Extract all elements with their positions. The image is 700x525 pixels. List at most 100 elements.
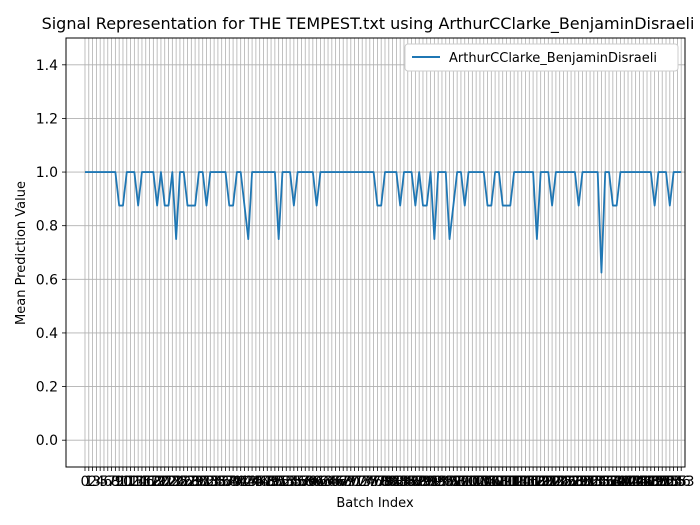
- x-tick-label: 90: [418, 474, 436, 490]
- x-tick-label: 63: [315, 474, 333, 490]
- x-tick-label: 83: [391, 474, 409, 490]
- series-line: [84, 171, 682, 274]
- x-tick-label: 134: [580, 474, 607, 490]
- x-tick-label: 105: [470, 474, 497, 490]
- x-tick-label: 68: [334, 474, 352, 490]
- x-tick-label: 145: [622, 474, 649, 490]
- x-tick-label: 91: [422, 474, 440, 490]
- x-tick-label: 27: [179, 474, 197, 490]
- x-tick-label: 156: [664, 474, 691, 490]
- x-tick-label: 153: [653, 474, 680, 490]
- y-tick-label: 1.0: [36, 165, 58, 181]
- x-tick-label: 62: [312, 474, 330, 490]
- x-tick-label: 64: [319, 474, 337, 490]
- x-tick-label: 131: [569, 474, 596, 490]
- x-tick-label: 48: [258, 474, 276, 490]
- grid: [66, 38, 685, 467]
- y-tick-label: 0.8: [36, 219, 58, 235]
- x-tick-label: 29: [186, 474, 204, 490]
- x-tick-label: 37: [217, 474, 235, 490]
- x-tick-label: 136: [588, 474, 615, 490]
- y-axis-label: Mean Prediction Value: [14, 181, 29, 325]
- x-tick-label: 152: [649, 474, 676, 490]
- x-tick-label: 140: [603, 474, 630, 490]
- x-tick-label: 16: [137, 474, 155, 490]
- x-tick-label: 99: [452, 474, 470, 490]
- x-tick-label: 117: [516, 474, 543, 490]
- x-tick-label: 9: [115, 474, 124, 490]
- x-tick-label: 8: [111, 474, 120, 490]
- x-tick-label: 80: [380, 474, 398, 490]
- x-tick-label: 71: [346, 474, 364, 490]
- y-tick-label: 0.0: [36, 433, 58, 449]
- x-tick-label: 25: [171, 474, 189, 490]
- x-tick-label: 32: [198, 474, 216, 490]
- x-tick-label: 36: [213, 474, 231, 490]
- x-tick-label: 126: [550, 474, 577, 490]
- x-tick-label: 96: [441, 474, 459, 490]
- x-tick-label: 147: [630, 474, 657, 490]
- x-tick-label: 92: [425, 474, 443, 490]
- x-tick-label: 43: [239, 474, 257, 490]
- x-tick-label: 101: [455, 474, 482, 490]
- x-tick-label: 30: [190, 474, 208, 490]
- x-tick-label: 19: [148, 474, 166, 490]
- x-tick-label: 109: [486, 474, 513, 490]
- y-tick-label: 1.2: [36, 111, 58, 127]
- x-tick-label: 94: [433, 474, 451, 490]
- x-tick-label: 155: [660, 474, 687, 490]
- x-tick-label: 7: [107, 474, 116, 490]
- y-tick-label: 0.2: [36, 380, 58, 396]
- x-tick-label: 13: [125, 474, 143, 490]
- x-tick-label: 3: [92, 474, 101, 490]
- x-tick-label: 12: [122, 474, 140, 490]
- x-tick-label: 59: [300, 474, 318, 490]
- x-tick-label: 75: [361, 474, 379, 490]
- x-tick-label: 65: [323, 474, 341, 490]
- x-tick-label: 85: [399, 474, 417, 490]
- x-tick-label: 151: [645, 474, 672, 490]
- x-tick-label: 66: [327, 474, 345, 490]
- x-tick-label: 34: [205, 474, 223, 490]
- x-tick-label: 112: [497, 474, 524, 490]
- x-tick-label: 4: [96, 474, 105, 490]
- x-tick-label: 54: [281, 474, 299, 490]
- x-tick-label: 24: [167, 474, 185, 490]
- x-tick-label: 110: [489, 474, 516, 490]
- x-tick-label: 103: [463, 474, 490, 490]
- x-tick-label: 144: [618, 474, 645, 490]
- x-tick-label: 150: [641, 474, 668, 490]
- x-tick-label: 89: [414, 474, 432, 490]
- x-tick-label: 81: [384, 474, 402, 490]
- x-tick-label: 49: [262, 474, 280, 490]
- legend-label: ArthurCClarke_BenjaminDisraeli: [449, 51, 657, 66]
- x-tick-label: 86: [403, 474, 421, 490]
- x-tick-label: 142: [611, 474, 638, 490]
- x-tick-label: 130: [565, 474, 592, 490]
- x-tick-label: 128: [558, 474, 585, 490]
- x-tick-label: 78: [372, 474, 390, 490]
- x-tick-label: 67: [331, 474, 349, 490]
- x-tick-label: 35: [209, 474, 227, 490]
- x-tick-label: 47: [255, 474, 273, 490]
- x-tick-label: 40: [228, 474, 246, 490]
- x-tick-label: 82: [387, 474, 405, 490]
- x-tick-label: 2: [88, 474, 97, 490]
- x-tick-label: 125: [546, 474, 573, 490]
- series-lines: [84, 171, 682, 274]
- plot-area: [65, 37, 686, 468]
- x-tick-label: 143: [615, 474, 642, 490]
- x-tick-label: 50: [266, 474, 284, 490]
- x-tick-label: 79: [376, 474, 394, 490]
- x-tick-label: 18: [144, 474, 162, 490]
- y-tick-label: 1.4: [36, 58, 58, 74]
- x-axis-label: Batch Index: [336, 496, 414, 511]
- x-tick-label: 148: [634, 474, 661, 490]
- x-tick-label: 121: [531, 474, 558, 490]
- x-tick-label: 21: [156, 474, 174, 490]
- x-tick-label: 116: [512, 474, 539, 490]
- x-tick-label: 107: [478, 474, 505, 490]
- x-tick-label: 22: [160, 474, 178, 490]
- x-tick-label: 149: [637, 474, 664, 490]
